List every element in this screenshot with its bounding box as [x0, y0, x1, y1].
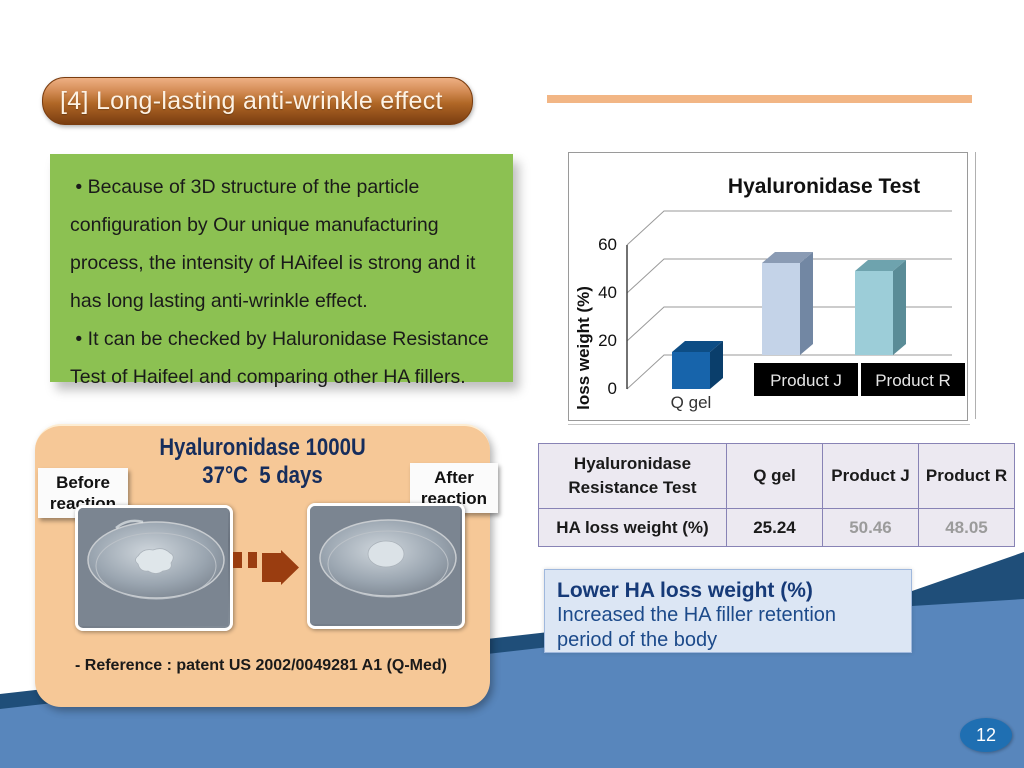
svg-text:loss weight (%): loss weight (%) [574, 286, 593, 410]
svg-text:20: 20 [598, 331, 617, 350]
svg-text:Product J: Product J [770, 371, 842, 390]
svg-text:40: 40 [598, 283, 617, 302]
svg-text:Product R: Product R [875, 371, 951, 390]
svg-text:60: 60 [598, 235, 617, 254]
svg-text:0: 0 [608, 379, 617, 398]
svg-text:Hyaluronidase Test: Hyaluronidase Test [728, 175, 920, 198]
svg-text:Q gel: Q gel [671, 393, 712, 412]
